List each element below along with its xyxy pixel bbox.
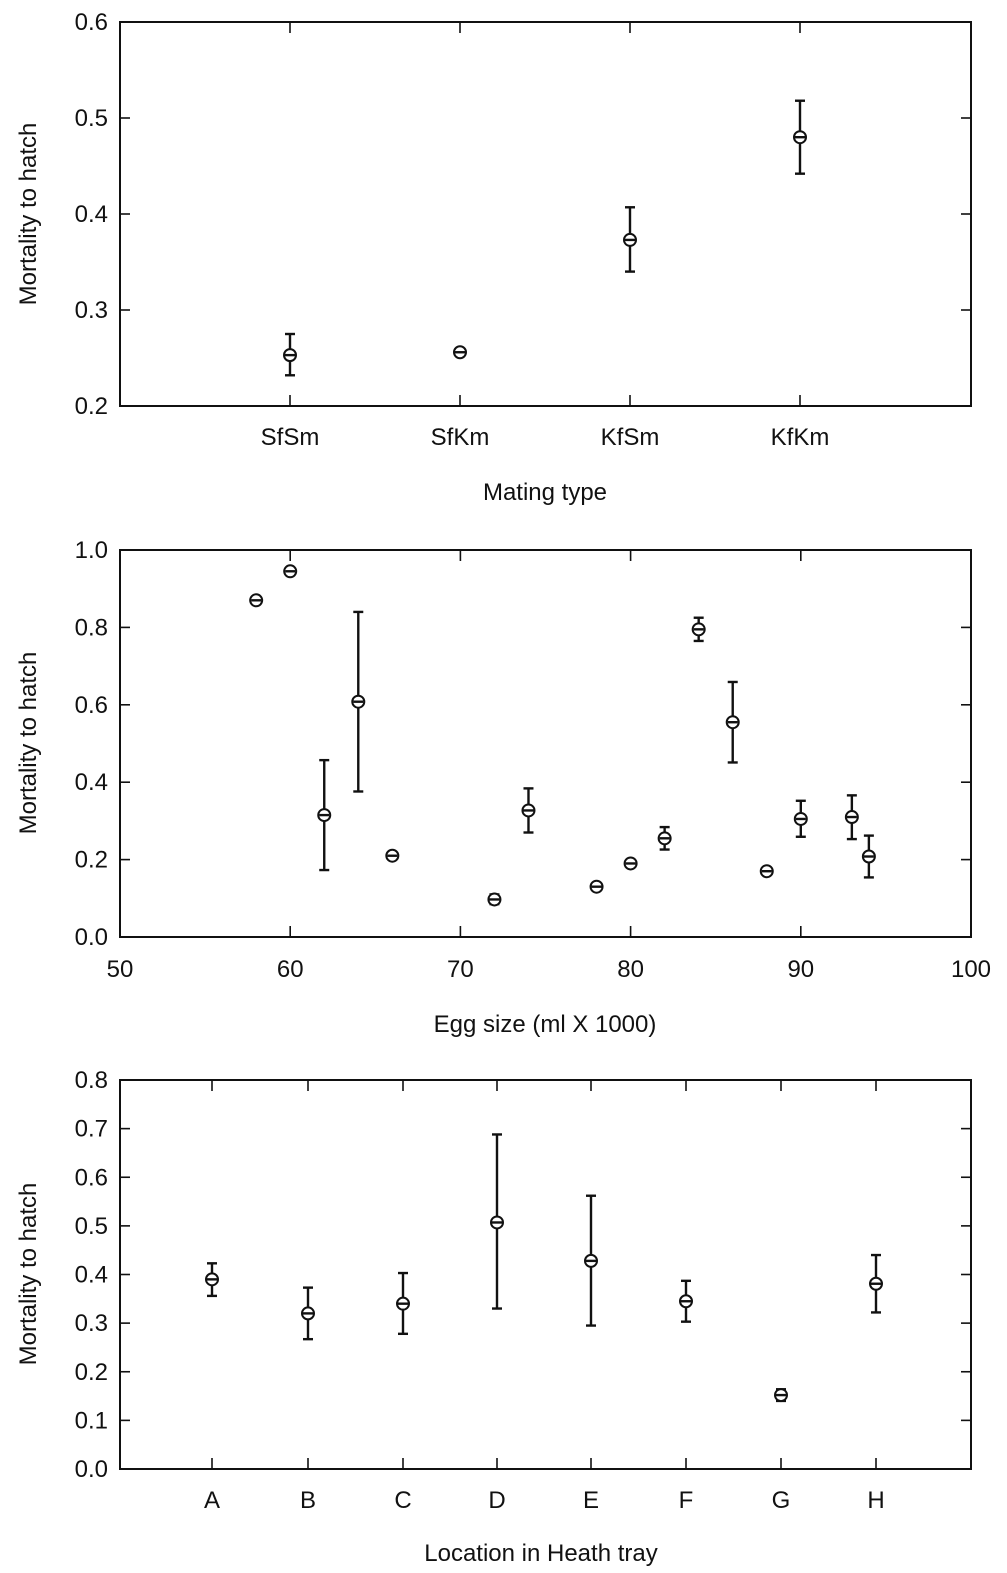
y-axis-label: Mortality to hatch [15,652,42,835]
y-tick-label: 0.2 [75,393,108,420]
y-tick-label: 0.3 [75,1310,108,1337]
y-tick-label: 0.4 [75,201,108,228]
y-tick-label: 0.2 [75,1359,108,1386]
panel-egg-size: 0.0 0.2 0.4 0.6 0.8 1.0 50 60 70 80 90 100 Mortali… [15,537,991,1038]
x-tick-label: E [583,1487,599,1514]
x-tick-label: 60 [277,956,304,983]
x-tick-label: SfKm [431,424,490,451]
x-tick-label: KfKm [771,424,830,451]
plot-area-frame [119,1079,972,1470]
y-tick-label: 0.0 [75,1456,108,1483]
y-tick-label: 0.6 [75,9,108,36]
x-tick-label: 50 [107,956,134,983]
y-tick-label: 0.6 [75,1164,108,1191]
x-axis-label: Egg size (ml X 1000) [434,1011,657,1038]
plot-area-frame [119,21,972,407]
x-tick-label: C [394,1487,411,1514]
x-axis-ticks: A B C D E F G H [204,1080,885,1514]
y-tick-label: 0.7 [75,1116,108,1143]
y-tick-label: 1.0 [75,537,108,564]
error-bars [207,1133,881,1403]
x-tick-label: KfSm [601,424,660,451]
y-tick-label: 0.4 [75,769,108,796]
y-axis-ticks: 0.2 0.3 0.4 0.5 0.6 [75,9,971,420]
y-tick-label: 0.3 [75,297,108,324]
error-bars [285,99,805,377]
y-axis-ticks: 0.0 0.1 0.2 0.3 0.4 0.5 0.6 0.7 0.8 [75,1067,971,1483]
x-tick-label: D [488,1487,505,1514]
x-tick-label: 70 [447,956,474,983]
x-tick-label: SfSm [261,424,320,451]
y-axis-label: Mortality to hatch [15,123,42,306]
x-axis-ticks: 50 60 70 80 90 100 [107,550,991,983]
y-tick-label: 0.6 [75,692,108,719]
y-tick-label: 0.0 [75,924,108,951]
x-axis-ticks: SfSm SfKm KfSm KfKm [261,22,830,451]
y-axis-ticks: 0.0 0.2 0.4 0.6 0.8 1.0 [75,537,971,951]
x-axis-label: Location in Heath tray [424,1540,657,1567]
x-tick-label: 100 [951,956,991,983]
y-tick-label: 0.1 [75,1407,108,1434]
x-tick-label: 80 [617,956,644,983]
error-bars [251,568,874,906]
panel-mating-type: 0.2 0.3 0.4 0.5 0.6 SfSm SfKm KfSm KfKm Mortali… [15,9,972,506]
data-points [205,1215,883,1403]
y-axis-label: Mortality to hatch [15,1183,42,1366]
y-tick-label: 0.8 [75,614,108,641]
plot-area-frame [119,549,972,938]
data-points [249,564,876,907]
x-tick-label: B [300,1487,316,1514]
y-tick-label: 0.5 [75,105,108,132]
y-tick-label: 0.4 [75,1262,108,1289]
y-tick-label: 0.8 [75,1067,108,1094]
x-tick-label: H [867,1487,884,1514]
x-tick-label: 90 [787,956,814,983]
x-axis-label: Mating type [483,479,607,506]
y-tick-label: 0.5 [75,1213,108,1240]
y-tick-label: 0.2 [75,847,108,874]
x-tick-label: F [679,1487,694,1514]
x-tick-label: A [204,1487,220,1514]
panel-heath-tray-location: 0.0 0.1 0.2 0.3 0.4 0.5 0.6 0.7 0.8 A B C D E F G H Mor… [15,1067,972,1567]
x-tick-label: G [772,1487,791,1514]
data-points [283,130,807,363]
